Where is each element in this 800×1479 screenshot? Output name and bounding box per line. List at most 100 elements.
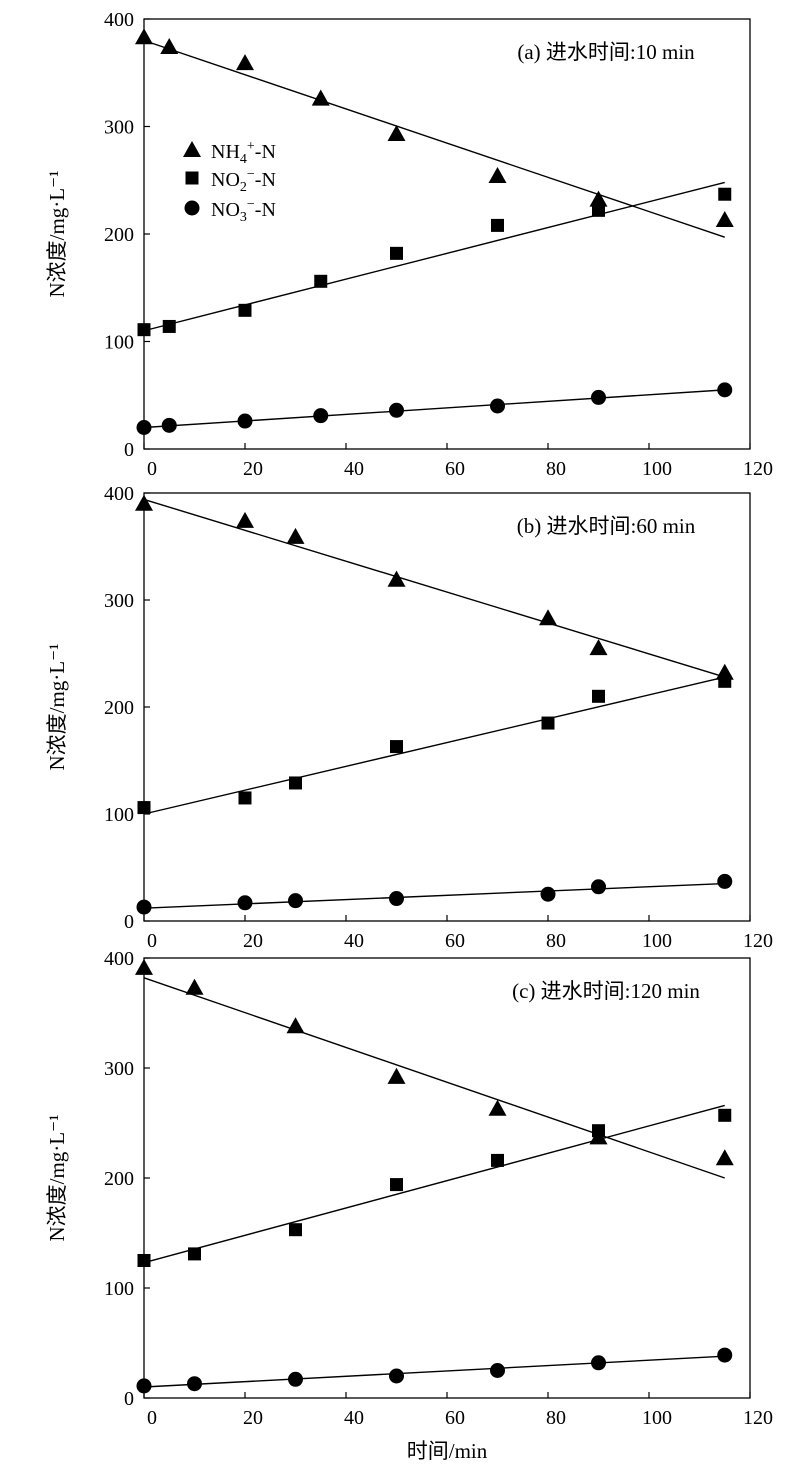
fit-line-triangle	[143, 977, 725, 1179]
data-point-triangle	[286, 1017, 305, 1034]
data-point-circle	[389, 891, 404, 907]
fit-line-circle	[143, 389, 725, 429]
fit-line-circle	[143, 1355, 725, 1388]
x-tick-label: 40	[344, 458, 364, 480]
y-tick-label: 200	[104, 1168, 134, 1190]
y-tick-label: 400	[104, 483, 134, 505]
data-point-square	[137, 323, 151, 337]
y-tick-label: 100	[104, 1278, 134, 1300]
data-point-square	[491, 218, 504, 232]
x-tick-label: 40	[344, 1407, 364, 1429]
plot-frame	[143, 492, 751, 922]
data-point-circle	[237, 895, 253, 911]
data-point-circle	[389, 402, 404, 418]
x-tick-label: 40	[344, 930, 364, 952]
data-point-triangle	[160, 37, 179, 54]
fit-line-triangle	[143, 498, 725, 678]
plot-frame	[143, 957, 751, 1399]
data-point-square	[238, 791, 252, 805]
data-point-square	[592, 203, 605, 217]
y-tick-label: 300	[104, 590, 134, 612]
data-point-circle	[288, 1371, 303, 1387]
data-point-circle	[136, 1378, 152, 1394]
data-point-circle	[490, 398, 505, 414]
x-tick-label: 20	[243, 1407, 263, 1429]
fit-line-circle	[143, 882, 725, 909]
x-tick-label: 20	[243, 458, 263, 480]
data-point-square	[289, 1223, 302, 1237]
data-point-circle	[717, 873, 733, 889]
y-tick-label: 200	[104, 224, 134, 246]
data-point-circle	[136, 420, 152, 435]
chart-panel-c: 0 20 40 60 80 100 120 0 100 200 300 400 N浓度/mg·L⁻¹ (c…	[45, 948, 773, 1429]
x-tick-label: 20	[243, 930, 263, 952]
data-point-triangle	[715, 1149, 734, 1166]
legend-marker-square	[185, 171, 199, 185]
data-point-triangle	[387, 1067, 406, 1084]
data-point-square	[541, 716, 555, 730]
legend-label: NO2−-N	[211, 167, 276, 195]
y-axis-label: N浓度/mg·L⁻¹	[45, 643, 69, 770]
y-tick-label: 0	[124, 1388, 134, 1410]
y-tick-label: 100	[104, 804, 134, 826]
data-point-triangle	[236, 511, 254, 528]
data-point-square	[390, 246, 403, 260]
data-point-circle	[136, 899, 152, 915]
legend-label: NO3−-N	[211, 197, 276, 225]
data-point-circle	[591, 1355, 606, 1371]
x-tick-label: 0	[147, 1407, 157, 1429]
data-point-triangle	[311, 89, 330, 106]
panel-title: (a) 进水时间:10 min	[517, 40, 695, 64]
data-point-circle	[237, 413, 253, 429]
data-point-square	[718, 674, 732, 688]
data-point-circle	[288, 893, 303, 909]
panel-title: (b) 进水时间:60 min	[517, 514, 696, 538]
data-point-square	[718, 187, 732, 201]
data-point-square	[592, 1124, 605, 1138]
x-tick-label: 100	[642, 930, 672, 952]
legend-marker-triangle	[183, 141, 201, 158]
y-tick-label: 0	[124, 439, 134, 461]
data-point-circle	[187, 1376, 202, 1392]
data-point-circle	[161, 417, 177, 433]
x-tick-label: 80	[546, 458, 566, 480]
data-point-square	[491, 1153, 504, 1167]
chart-panel-a: 0 20 40 60 80 100 120 0 100 200 300 400 N浓度/mg·L⁻¹ (a…	[45, 9, 773, 480]
y-tick-label: 100	[104, 332, 134, 354]
x-tick-label: 0	[147, 458, 157, 480]
y-tick-label: 300	[104, 117, 134, 139]
data-point-square	[137, 801, 151, 815]
panel-title: (c) 进水时间:120 min	[512, 979, 700, 1003]
x-tick-label: 120	[743, 1407, 773, 1429]
data-point-circle	[490, 1363, 505, 1378]
data-point-square	[289, 776, 302, 790]
x-tick-label: 60	[445, 458, 465, 480]
data-point-triangle	[488, 1099, 507, 1116]
data-point-triangle	[135, 958, 153, 975]
x-tick-label: 120	[743, 458, 773, 480]
x-tick-label: 120	[743, 930, 773, 952]
data-point-triangle	[715, 211, 734, 228]
data-point-circle	[717, 382, 733, 398]
data-point-circle	[540, 886, 556, 902]
data-point-triangle	[185, 978, 204, 995]
data-point-square	[314, 274, 328, 288]
y-tick-label: 300	[104, 1058, 134, 1080]
data-point-triangle	[539, 609, 557, 626]
data-point-triangle	[135, 28, 153, 45]
fit-line-triangle	[143, 39, 725, 238]
data-point-square	[390, 1178, 403, 1192]
x-tick-label: 100	[642, 458, 672, 480]
legend-marker-circle	[184, 200, 200, 216]
data-point-square	[137, 1254, 151, 1267]
plot-frame	[143, 18, 751, 450]
data-point-circle	[591, 879, 606, 895]
data-point-square	[390, 740, 403, 754]
data-point-circle	[313, 408, 329, 424]
data-point-square	[718, 1108, 732, 1122]
data-point-triangle	[387, 125, 406, 142]
x-tick-label: 60	[445, 1407, 465, 1429]
legend-label: NH4+-N	[211, 139, 276, 167]
y-axis-label: N浓度/mg·L⁻¹	[45, 1114, 69, 1241]
